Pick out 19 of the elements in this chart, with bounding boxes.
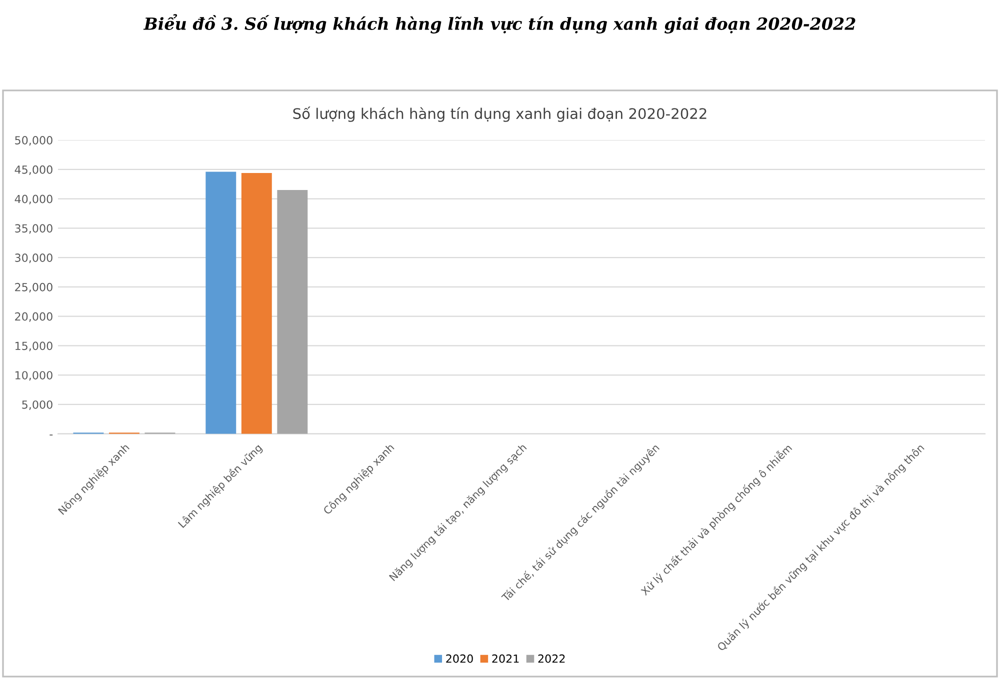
y-tick-label: 20,000 [15,312,52,322]
y-tick-label: 50,000 [15,136,52,146]
legend-label: 2021 [492,654,519,663]
y-tick-label: 5,000 [22,400,52,410]
y-tick-label: 35,000 [15,224,52,234]
y-tick-label: 10,000 [15,371,52,381]
legend-label: 2022 [538,654,565,663]
legend-label: 2020 [446,654,473,663]
y-tick-label: 30,000 [15,254,52,264]
y-tick-label: - [50,434,53,436]
bar [277,190,308,434]
chart-title: Biểu đồ 3. Số lượng khách hàng lĩnh vực tín dụng xanh giai đoạn 2020-2022 [143,14,856,34]
y-tick-label: 45,000 [14,165,52,175]
y-tick-label: 40,000 [14,194,52,204]
chart-subtitle: Số lượng khách hàng tín dụng xanh giai đoạn 2020-2022 [293,106,706,122]
bar [206,172,236,434]
y-tick-label: 25,000 [15,282,52,292]
y-tick-label: 15,000 [15,342,52,352]
bar [241,172,272,434]
